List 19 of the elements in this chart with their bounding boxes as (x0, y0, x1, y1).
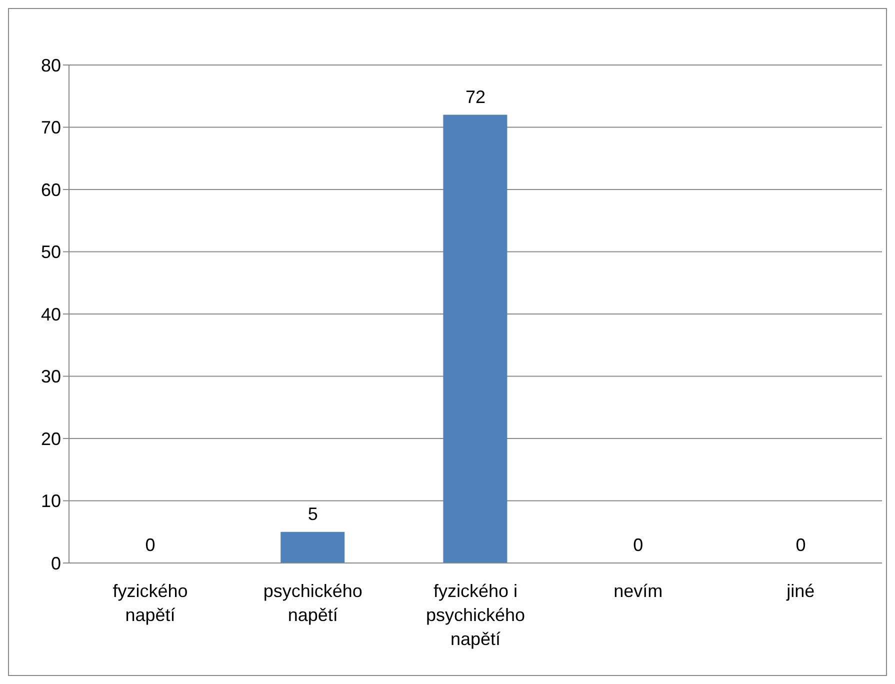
y-tick-label: 10 (40, 491, 61, 512)
x-tick-label: jiné (786, 581, 815, 601)
y-tick-label: 80 (40, 55, 61, 76)
y-tick-label: 20 (40, 428, 61, 449)
data-label: 0 (145, 535, 156, 555)
y-tick-label: 0 (50, 553, 61, 574)
y-tick-label: 50 (40, 242, 61, 262)
y-tick-label: 60 (40, 180, 61, 200)
data-label: 0 (796, 535, 806, 555)
data-label: 0 (633, 535, 644, 555)
x-tick-label: fyzického napětí (112, 581, 188, 625)
data-label: 5 (308, 504, 318, 524)
x-tick-label: nevím (614, 581, 663, 601)
data-label: 72 (465, 86, 486, 107)
y-tick-label: 30 (40, 366, 61, 387)
x-tick-label: psychického napětí (263, 581, 362, 625)
x-tick-label: fyzického i psychického napětí (426, 581, 526, 649)
y-tick-label: 40 (40, 304, 61, 324)
y-tick-label: 70 (40, 118, 61, 138)
